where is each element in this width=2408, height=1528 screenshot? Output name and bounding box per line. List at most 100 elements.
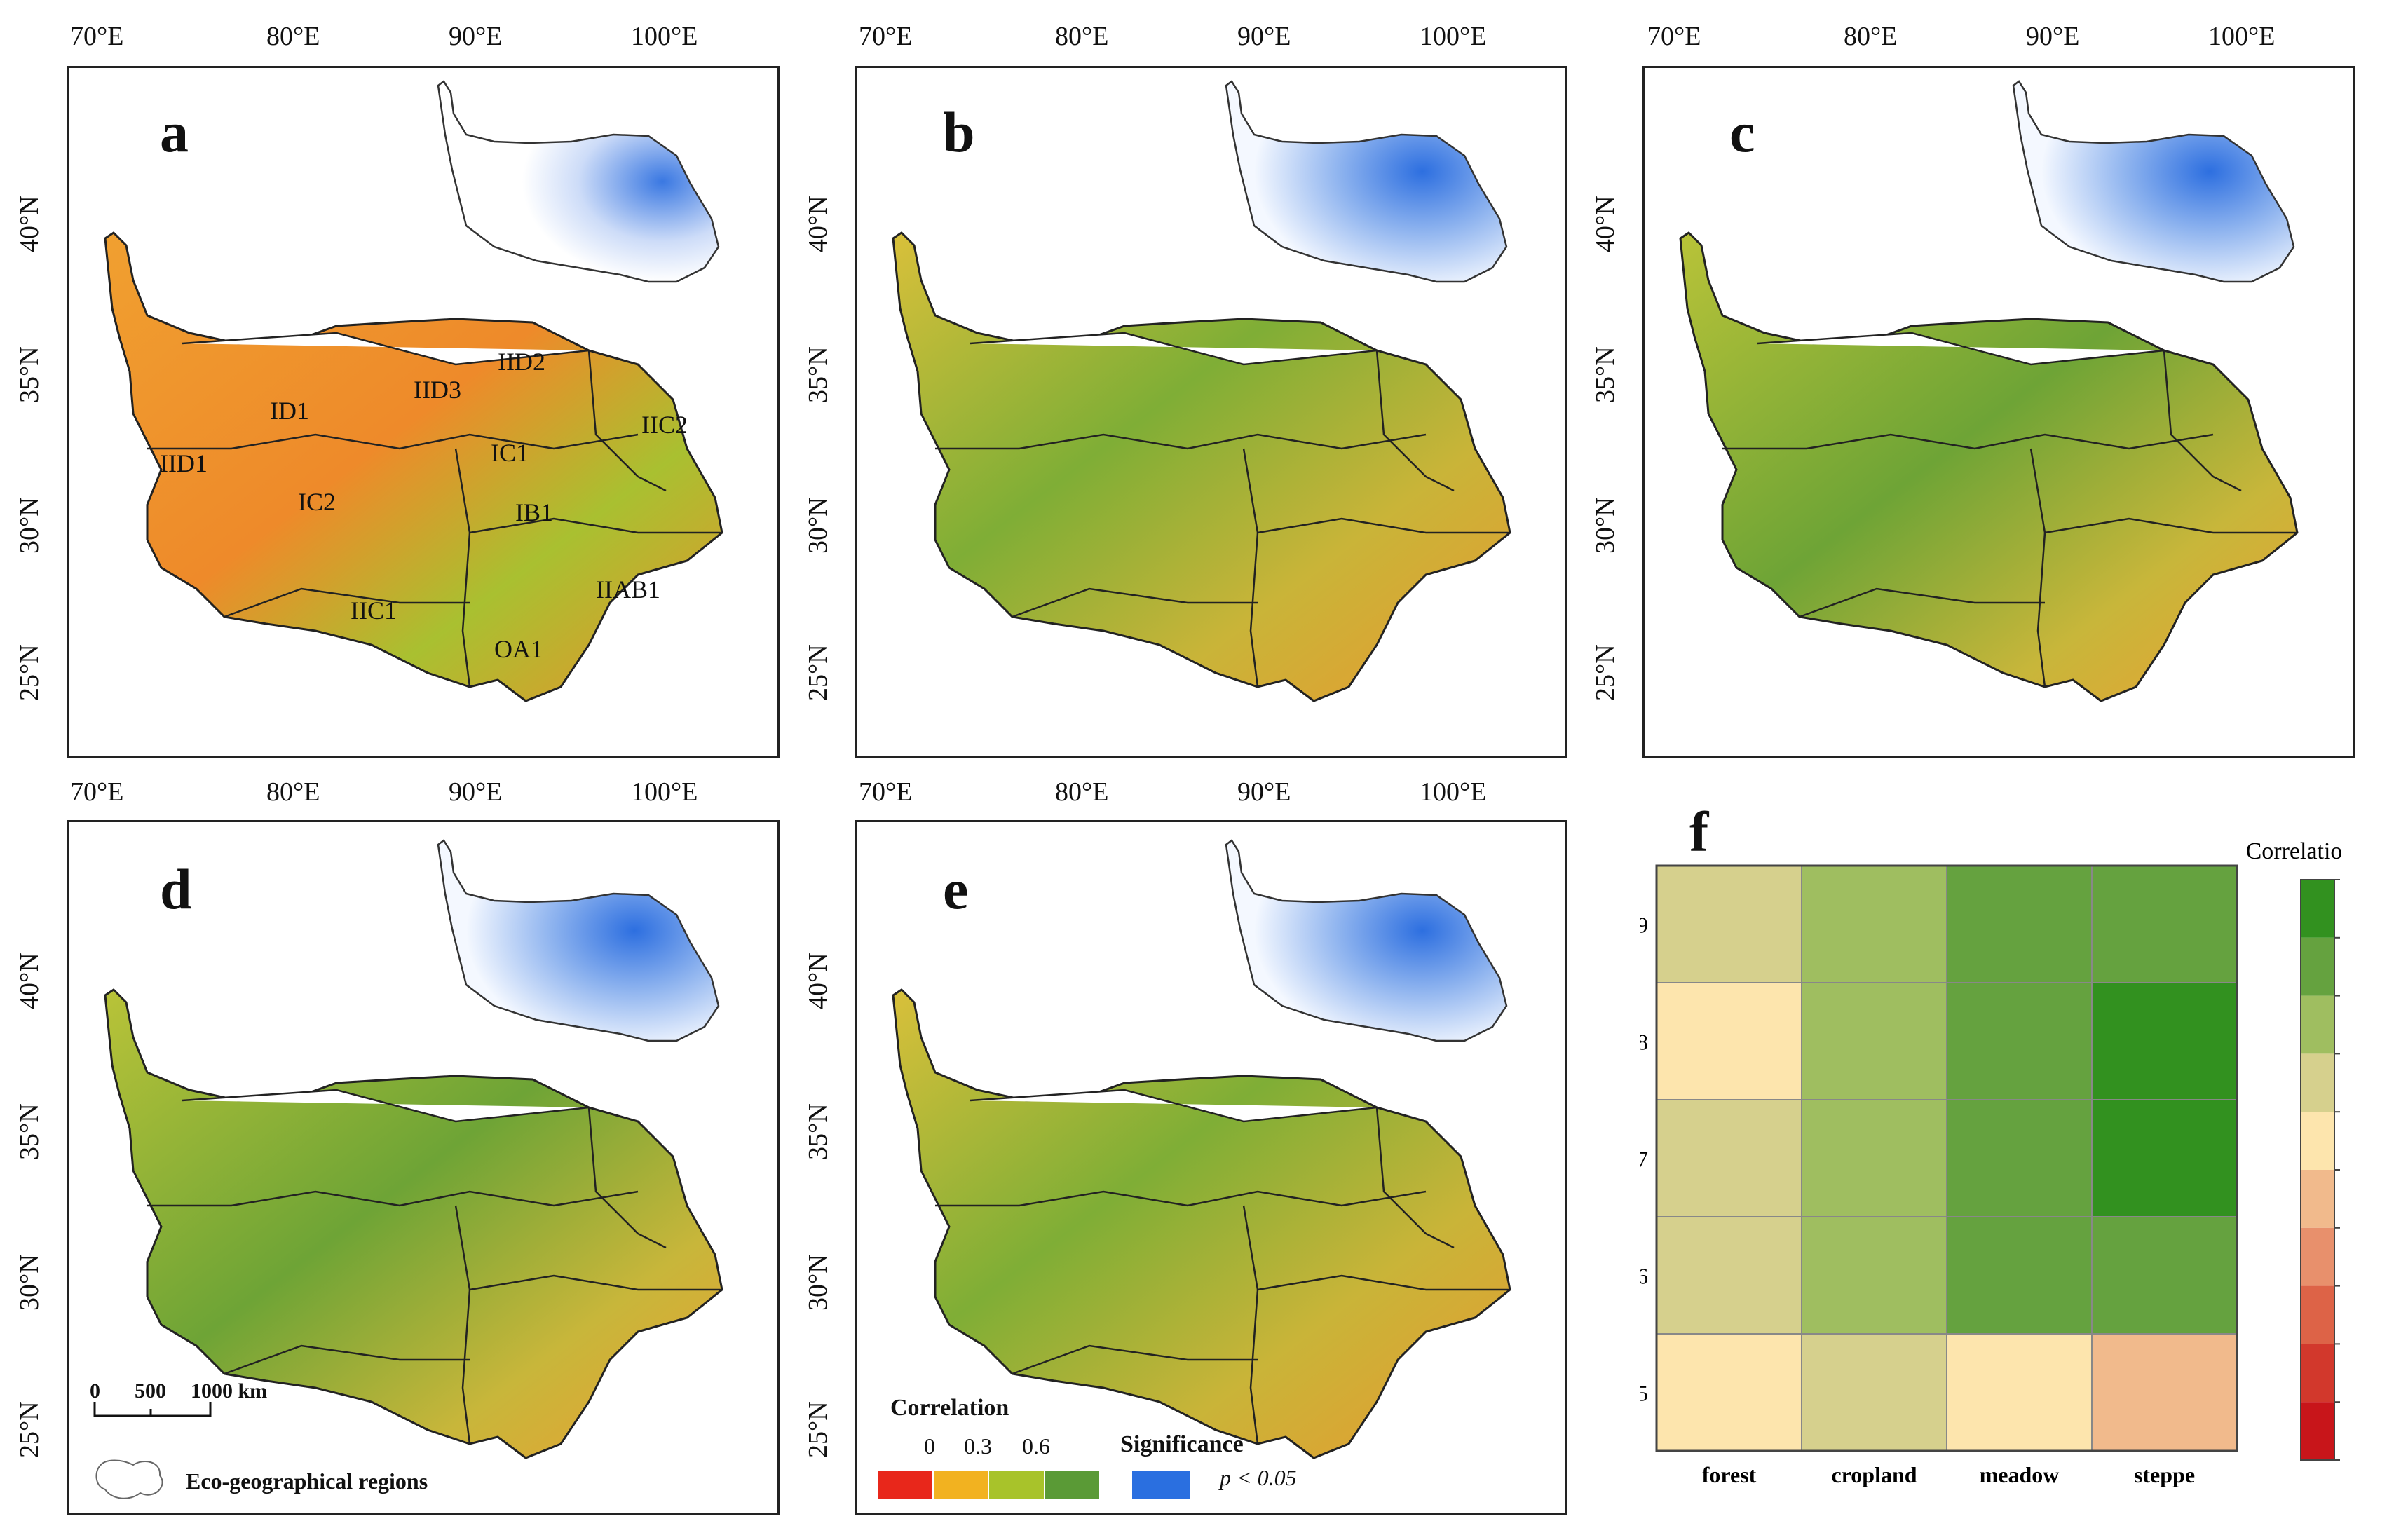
lon-label: 70°E (859, 777, 913, 807)
colorbar-segment (2301, 995, 2334, 1054)
heatmap-cell (2091, 865, 2238, 983)
heatmap-cell (1946, 1216, 2093, 1335)
heatmap-cell (1946, 982, 2093, 1100)
scalebar-label: 1000 km (191, 1379, 268, 1403)
lat-label: 40°N (15, 196, 44, 252)
lon-label: 100°E (1420, 22, 1487, 51)
correlation-legend-title: Correlation (890, 1395, 1009, 1421)
heatmap-cell (2091, 1216, 2238, 1335)
heatmap-cell (1801, 1099, 1947, 1217)
heatmap-cell (1656, 1099, 1802, 1217)
heatmap-cell (1801, 1333, 1947, 1452)
correlation-tick: 0.3 (964, 1433, 992, 1459)
heatmap-cell (1946, 865, 2093, 983)
significance-text: p < 0.05 (1220, 1465, 1297, 1490)
colorbar-title: Correlation (2246, 838, 2341, 864)
lon-label: 90°E (449, 22, 503, 51)
panel-label-f: f (1689, 800, 1709, 864)
heatmap-chart: 98765forestcroplandmeadowsteppeMonth0.45… (1640, 838, 2341, 1487)
panel-label-e: e (943, 857, 969, 921)
correlation-swatch (933, 1471, 988, 1499)
region-label: IIAB1 (596, 575, 660, 603)
lon-label: 80°E (266, 22, 320, 51)
colorbar-segment (2301, 1170, 2334, 1228)
region-label: IID2 (498, 348, 545, 376)
panel-label-b: b (943, 100, 975, 164)
heatmap-cell (1656, 982, 1802, 1100)
month-tick: 5 (1640, 1381, 1648, 1406)
correlation-tick: 0 (924, 1433, 935, 1459)
lat-label: 30°N (15, 1254, 44, 1311)
region-label: ID1 (270, 397, 309, 425)
heatmap-cell (1946, 1333, 2093, 1452)
panel-label-c: c (1729, 100, 1755, 164)
month-tick: 9 (1640, 913, 1648, 938)
significance-legend-title: Significance (1120, 1431, 1244, 1457)
lon-label: 70°E (859, 22, 913, 51)
lat-label: 40°N (803, 953, 833, 1009)
lon-label: 80°E (1844, 22, 1898, 51)
lat-label: 40°N (1591, 196, 1620, 252)
colorbar-segment (2301, 1112, 2334, 1170)
lat-label: 30°N (1591, 497, 1620, 554)
lat-label: 25°N (15, 644, 44, 701)
eco-region-legend-text: Eco-geographical regions (186, 1468, 428, 1494)
lat-label: 30°N (803, 1254, 833, 1311)
month-tick: 7 (1640, 1147, 1648, 1172)
colorbar-segment (2301, 1402, 2334, 1460)
lon-label: 80°E (1055, 777, 1109, 807)
lat-label: 25°N (803, 1401, 833, 1458)
region-label: IIC2 (641, 411, 688, 439)
correlation-swatches (878, 1471, 1101, 1499)
lon-label: 100°E (631, 22, 698, 51)
correlation-swatch (1045, 1471, 1099, 1499)
lat-label: 25°N (803, 644, 833, 701)
heatmap-cell (1656, 1216, 1802, 1335)
lat-label: 35°N (803, 1103, 833, 1160)
category-tick: steppe (2134, 1462, 2195, 1487)
significance-swatch (1132, 1471, 1190, 1499)
lon-label: 70°E (70, 777, 124, 807)
lat-label: 30°N (15, 497, 44, 554)
category-tick: cropland (1831, 1462, 1917, 1487)
heatmap-cell (1656, 1333, 1802, 1452)
correlation-swatch (878, 1471, 932, 1499)
heatmap-cell (1946, 1099, 2093, 1217)
region-label: IB1 (515, 498, 553, 526)
heatmap-cell (2091, 1099, 2238, 1217)
region-label: IC1 (491, 439, 529, 467)
lon-label: 100°E (631, 777, 698, 807)
heatmap-cell (1801, 982, 1947, 1100)
lat-label: 40°N (15, 953, 44, 1009)
region-label: IIC1 (351, 596, 397, 625)
lat-label: 40°N (803, 196, 833, 252)
lat-label: 35°N (1591, 346, 1620, 403)
colorbar-segment (2301, 880, 2334, 938)
eco-region-symbol (95, 1459, 163, 1499)
colorbar-segment (2301, 1053, 2334, 1112)
month-tick: 8 (1640, 1030, 1648, 1055)
category-tick: meadow (1980, 1462, 2060, 1487)
lon-label: 90°E (449, 777, 503, 807)
colorbar-segment (2301, 1227, 2334, 1286)
scalebar-label: 0 (90, 1379, 100, 1403)
region-label: IC2 (298, 488, 336, 516)
lon-label: 70°E (70, 22, 124, 51)
heatmap-cell (1656, 865, 1802, 983)
region-label: OA1 (494, 635, 543, 663)
colorbar-segment (2301, 1285, 2334, 1344)
region-label: IID1 (160, 449, 208, 477)
colorbar-segment (2301, 1344, 2334, 1403)
panel-label-d: d (160, 857, 192, 921)
month-tick: 6 (1640, 1264, 1648, 1289)
correlation-tick: 0.6 (1022, 1433, 1050, 1459)
lon-label: 100°E (1420, 777, 1487, 807)
heatmap-cell (2091, 1333, 2238, 1452)
lat-label: 35°N (15, 346, 44, 403)
region-label: IID3 (414, 376, 461, 404)
lon-label: 90°E (1237, 22, 1291, 51)
lat-label: 30°N (803, 497, 833, 554)
lon-label: 80°E (266, 777, 320, 807)
lat-label: 25°N (1591, 644, 1620, 701)
